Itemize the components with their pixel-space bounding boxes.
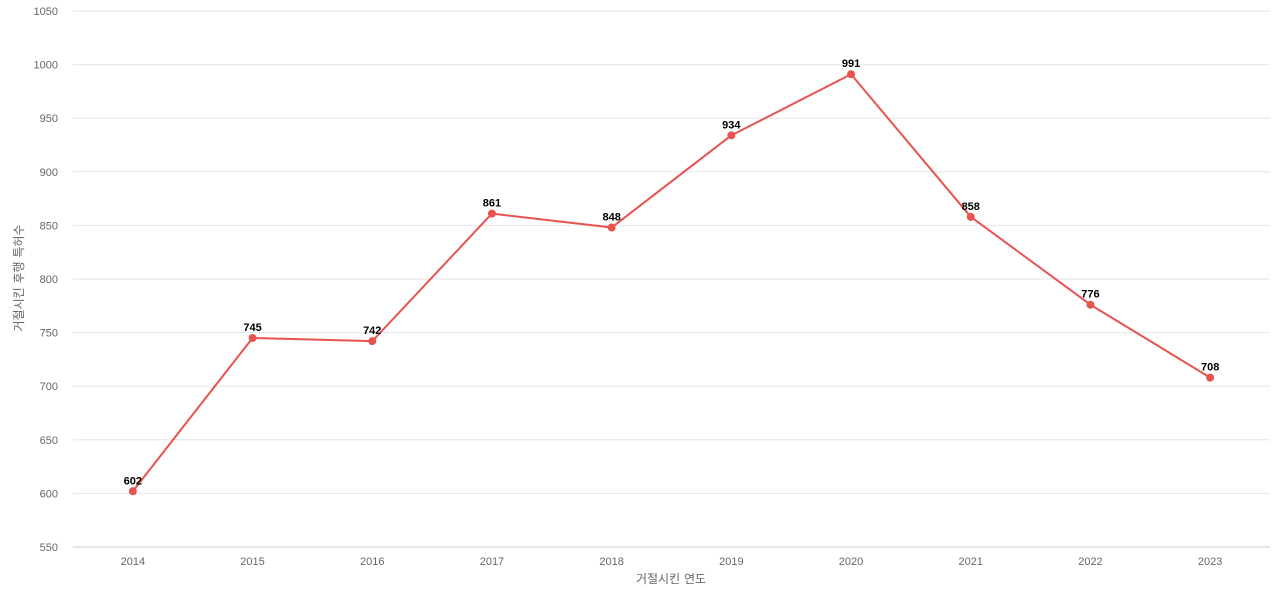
y-tick-label: 750 [40, 328, 58, 340]
grid-lines [73, 10, 1270, 548]
y-tick-label: 700 [40, 381, 58, 393]
x-tick-label: 2015 [240, 556, 264, 568]
data-point [248, 333, 257, 342]
y-tick-label: 1050 [34, 6, 58, 18]
y-axis-ticks: 550 600 650 700 750 800 850 900 950 1000 1050 [34, 6, 58, 554]
data-point [847, 70, 856, 79]
x-tick-label: 2020 [839, 556, 863, 568]
data-point [727, 131, 736, 140]
series-line [132, 73, 1211, 492]
y-tick-label: 550 [40, 542, 58, 554]
x-tick-label: 2022 [1078, 556, 1102, 568]
data-label: 861 [483, 198, 501, 210]
y-tick-label: 900 [40, 167, 58, 179]
x-tick-label: 2017 [480, 556, 504, 568]
y-tick-label: 1000 [34, 60, 58, 72]
y-tick-label: 650 [40, 435, 58, 447]
x-tick-label: 2023 [1198, 556, 1222, 568]
x-axis-ticks: 2014 2015 2016 2017 2018 2019 2020 2021 2022 2023 [121, 556, 1223, 568]
x-axis-title: 거절시킨 연도 [636, 572, 706, 586]
y-axis-title: 거절시킨 후행 특허수 [11, 225, 26, 332]
data-point [128, 487, 137, 496]
data-label: 742 [363, 325, 381, 337]
data-label: 745 [243, 322, 261, 334]
x-tick-label: 2014 [121, 556, 145, 568]
data-point [368, 337, 377, 346]
series-layer [128, 70, 1215, 496]
data-point [487, 209, 496, 218]
y-tick-label: 950 [40, 113, 58, 125]
y-tick-label: 600 [40, 488, 58, 500]
x-tick-label: 2016 [360, 556, 384, 568]
data-point [966, 212, 975, 221]
data-labels: 602 745 742 861 848 934 991 858 776 708 [124, 58, 1220, 487]
data-label: 776 [1081, 289, 1099, 301]
data-point [607, 223, 616, 232]
data-point [1206, 373, 1215, 382]
data-label: 858 [962, 201, 980, 213]
data-label: 602 [124, 475, 142, 487]
x-tick-label: 2019 [719, 556, 743, 568]
x-tick-label: 2018 [599, 556, 623, 568]
y-tick-label: 800 [40, 274, 58, 286]
x-tick-label: 2021 [959, 556, 983, 568]
data-label: 934 [722, 119, 741, 131]
data-point [1086, 300, 1095, 309]
data-label: 848 [602, 212, 620, 224]
data-label: 991 [842, 58, 860, 70]
data-label: 708 [1201, 362, 1219, 374]
y-tick-label: 850 [40, 220, 58, 232]
